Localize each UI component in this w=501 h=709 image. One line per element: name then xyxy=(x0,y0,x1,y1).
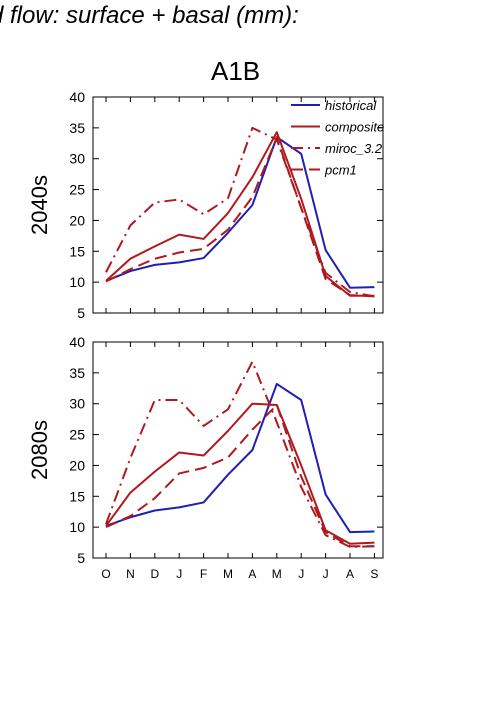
scenario-title: A1B xyxy=(211,56,261,86)
y-tick-label: 15 xyxy=(69,488,85,504)
series-line-miroc-3-2 xyxy=(105,126,375,298)
series-line-pcm1 xyxy=(105,136,375,298)
y-axis-label: 2040s xyxy=(27,175,52,235)
x-tick-label: D xyxy=(150,567,159,581)
y-tick-label: 25 xyxy=(69,182,85,198)
x-tick-label: J xyxy=(323,567,329,581)
series-line-historical xyxy=(105,136,375,289)
x-tick-label: M xyxy=(223,567,233,581)
y-tick-label: 10 xyxy=(69,274,85,290)
series-line-composite xyxy=(105,402,375,545)
y-tick-label: 25 xyxy=(69,427,85,443)
y-tick-label: 40 xyxy=(69,334,85,350)
y-tick-label: 35 xyxy=(69,365,85,381)
plot-frame-2080s xyxy=(92,341,384,559)
series-line-historical xyxy=(105,382,375,534)
x-tick-label: J xyxy=(176,567,182,581)
y-tick-label: 30 xyxy=(69,151,85,167)
x-tick-label: O xyxy=(101,567,110,581)
legend-label: composite xyxy=(325,120,384,135)
y-tick-label: 15 xyxy=(69,243,85,259)
series-line-miroc-3-2 xyxy=(105,360,375,548)
plot-frame-2040s xyxy=(92,96,384,314)
y-tick-label: 30 xyxy=(69,396,85,412)
y-tick-label: 20 xyxy=(69,212,85,228)
x-tick-label: M xyxy=(272,567,282,581)
y-tick-label: 40 xyxy=(69,89,85,105)
page-title: d flow: surface + basal (mm): xyxy=(0,2,299,29)
y-tick-label: 35 xyxy=(69,120,85,136)
series-line-pcm1 xyxy=(105,403,375,548)
series-line-composite xyxy=(105,131,375,297)
x-tick-label: J xyxy=(298,567,304,581)
x-tick-label: N xyxy=(126,567,135,581)
y-tick-label: 10 xyxy=(69,519,85,535)
y-tick-label: 5 xyxy=(77,305,85,321)
legend-label: miroc_3.2 xyxy=(325,141,383,156)
y-axis-label: 2080s xyxy=(27,420,52,480)
y-tick-label: 5 xyxy=(77,550,85,566)
x-tick-label: S xyxy=(370,567,378,581)
legend-label: pcm1 xyxy=(324,163,357,178)
x-tick-label: A xyxy=(346,567,354,581)
x-tick-label: A xyxy=(248,567,256,581)
x-tick-label: F xyxy=(200,567,207,581)
legend-label: historical xyxy=(325,98,377,113)
y-tick-label: 20 xyxy=(69,457,85,473)
